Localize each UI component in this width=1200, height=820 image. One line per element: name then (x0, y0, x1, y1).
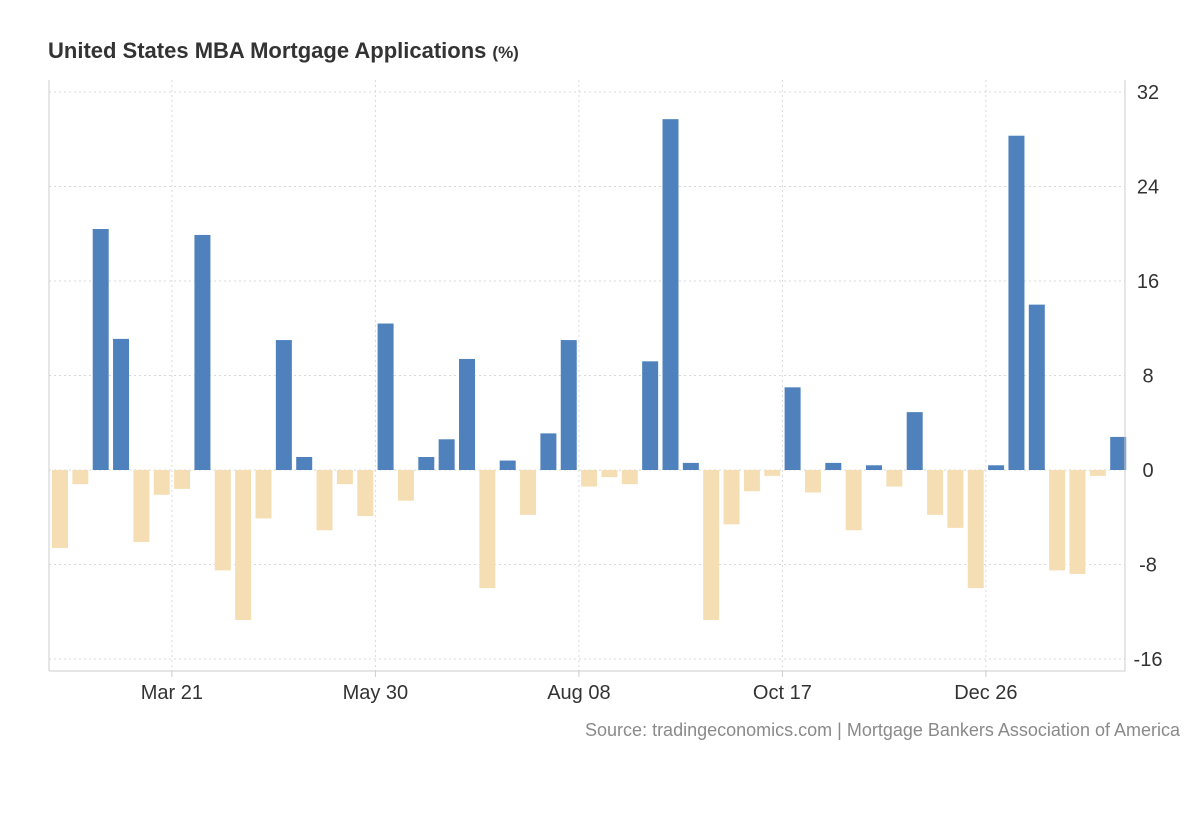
bar (153, 470, 170, 495)
bar (275, 340, 292, 470)
y-axis-labels: -16 -8 0 8 16 24 32 (1134, 82, 1163, 671)
x-tick-label: Dec 26 (954, 682, 1017, 704)
bar (947, 470, 964, 528)
bar (662, 119, 679, 470)
bar (377, 323, 394, 470)
bar (214, 470, 231, 571)
source-note: Source: tradingeconomics.com | Mortgage … (585, 720, 1180, 740)
bar (764, 470, 781, 476)
bar (113, 338, 130, 470)
bar (92, 229, 109, 470)
bar (1069, 470, 1086, 574)
bar (438, 439, 455, 470)
bar (235, 470, 252, 621)
y-tick-label: 0 (1142, 460, 1153, 482)
chart-title: United States MBA Mortgage Applications (… (48, 38, 519, 64)
bar (601, 470, 618, 478)
x-tick-label: May 30 (343, 682, 409, 704)
y-tick-label: 24 (1137, 177, 1159, 199)
bar (540, 433, 557, 470)
bar (784, 387, 801, 470)
bar (621, 470, 638, 485)
bar (845, 470, 862, 531)
bar (499, 460, 516, 470)
x-tick-label: Mar 21 (141, 682, 203, 704)
y-tick-label: 8 (1142, 366, 1153, 388)
y-tick-label: 32 (1137, 82, 1159, 104)
y-tick-label: -16 (1134, 649, 1163, 671)
bar (194, 234, 211, 470)
chart-title-text: United States MBA Mortgage Applications (48, 38, 487, 63)
bar (825, 462, 842, 470)
bar (357, 470, 374, 517)
bar (459, 358, 475, 470)
bar (682, 462, 699, 470)
bar (255, 470, 272, 519)
bar (927, 470, 944, 515)
bar (560, 340, 577, 470)
bar (906, 412, 923, 470)
bar (316, 470, 333, 531)
bar (397, 470, 414, 501)
bar (296, 457, 313, 470)
bar (866, 465, 882, 470)
y-tick-label: 16 (1137, 271, 1159, 293)
bar (804, 470, 821, 493)
bar (1008, 135, 1025, 471)
bar (1110, 436, 1127, 470)
grid-lines (49, 80, 1125, 671)
bar (723, 470, 740, 525)
bar (336, 470, 353, 485)
bar (52, 470, 68, 548)
bar (581, 470, 598, 487)
bar (1089, 470, 1106, 476)
bar (743, 470, 760, 492)
bar (520, 470, 537, 515)
bars (52, 119, 1127, 621)
bar (1049, 470, 1066, 571)
bar (174, 470, 191, 489)
y-tick-label: -8 (1139, 555, 1157, 577)
bar (703, 470, 720, 621)
bar (886, 470, 903, 487)
chart-title-unit: (%) (492, 43, 519, 62)
bar (133, 470, 150, 543)
x-tick-label: Oct 17 (753, 682, 812, 704)
bar (479, 470, 496, 589)
bar (988, 465, 1005, 470)
bar (967, 470, 984, 589)
bar (418, 457, 435, 470)
bar (642, 361, 659, 470)
axes (48, 80, 1126, 677)
x-axis-labels: Mar 21 May 30 Aug 08 Oct 17 Dec 26 (141, 682, 1018, 704)
bar (72, 470, 89, 485)
x-tick-label: Aug 08 (547, 682, 610, 704)
bar (1028, 304, 1045, 470)
